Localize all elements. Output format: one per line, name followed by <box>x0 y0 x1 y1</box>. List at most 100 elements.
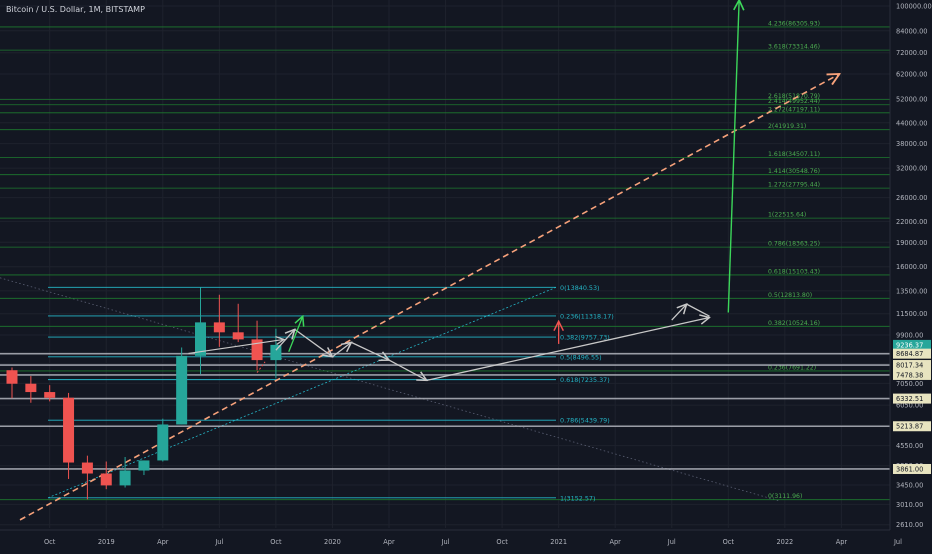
candle-body-6 <box>119 470 131 486</box>
projection-white-seg-5 <box>426 317 710 381</box>
x-tick-label-2: Apr <box>157 538 169 546</box>
candle-body-10 <box>195 322 206 356</box>
candle-body-12 <box>232 332 244 340</box>
y-tick-label-12: 16000.00 <box>896 263 927 271</box>
y-tick-label-23: 3010.00 <box>896 501 923 509</box>
x-tick-label-4: Oct <box>270 538 282 546</box>
price-tag-1: 8684.87 <box>896 350 923 358</box>
projection-white-seg-3 <box>351 341 389 360</box>
candle-body-4 <box>81 462 93 474</box>
y-tick-label-18: 6050.00 <box>896 402 923 410</box>
projection-white-seg-4 <box>388 359 427 380</box>
price-tag-bg-2 <box>893 360 931 371</box>
candle-body-5 <box>100 473 112 486</box>
fib-green-label-6: 1.618(34507.11) <box>768 151 820 158</box>
y-tick-label-15: 9900.00 <box>896 332 923 340</box>
candle-body-1 <box>25 383 37 393</box>
fib-green-label-1: 3.618(73314.46) <box>768 44 820 51</box>
x-tick-label-1: 2019 <box>98 538 115 546</box>
y-tick-label-7: 38000.00 <box>896 140 927 148</box>
candle-body-3 <box>63 397 75 463</box>
fib-green-label-4: 2.272(47197.11) <box>768 106 820 113</box>
fib-green-label-2: 2.618(51870.79) <box>768 93 820 100</box>
price-tag-bg-0 <box>893 339 931 350</box>
candle-body-2 <box>44 392 56 398</box>
price-tag-6: 3861.00 <box>896 465 923 473</box>
price-tag-2: 8017.34 <box>896 362 923 370</box>
candle-body-14 <box>270 344 282 361</box>
y-tick-label-3: 72000.00 <box>896 49 927 57</box>
price-tag-bg-4 <box>893 393 931 404</box>
faint-trend-line <box>0 277 781 502</box>
y-tick-label-11: 19000.00 <box>896 239 927 247</box>
candle-body-7 <box>138 460 150 471</box>
y-tick-label-10: 22000.00 <box>896 218 927 226</box>
projection-white-seg-8 <box>686 303 710 317</box>
candle-body-13 <box>251 339 263 361</box>
price-tag-bg-3 <box>893 369 931 380</box>
fib-green-label-11: 0.618(15103.43) <box>768 268 820 275</box>
y-tick-label-4: 62000.00 <box>896 71 927 79</box>
fib-green-label-7: 1.414(30548.76) <box>768 168 820 175</box>
fib-green-label-13: 0.382(10524.16) <box>768 320 820 327</box>
y-tick-label-8: 32000.00 <box>896 165 927 173</box>
y-tick-label-5: 52000.00 <box>896 96 927 104</box>
projection-green-small <box>288 316 303 353</box>
fib-green-label-9: 1(22515.64) <box>768 212 806 219</box>
y-tick-label-1: 100000.00 <box>896 2 932 10</box>
fib-green-label-3: 2.414(49952.44) <box>768 98 820 105</box>
price-tag-5: 5213.87 <box>896 423 923 431</box>
y-tick-label-22: 3450.00 <box>896 482 923 490</box>
price-tag-bg-6 <box>893 463 931 474</box>
projection-white-seg-1 <box>294 328 333 356</box>
candle-body-9 <box>176 355 188 425</box>
orange-trendline <box>19 74 839 521</box>
fib-green-label-14: 0.236(7691.22) <box>768 364 816 371</box>
fib-cyan-label-5: 0.786(5439.79) <box>560 417 610 425</box>
price-tag-3: 7478.38 <box>896 371 923 379</box>
x-tick-label-14: Apr <box>836 538 848 546</box>
price-tag-0: 9236.37 <box>896 341 923 349</box>
x-tick-label-9: 2021 <box>550 538 567 546</box>
y-tick-label-9: 26000.00 <box>896 194 927 202</box>
fib-cyan-label-0: 0(13840.53) <box>560 284 600 292</box>
price-tag-4: 6332.51 <box>896 395 923 403</box>
x-tick-label-7: Jul <box>441 538 450 546</box>
fib-cyan-label-6: 1(3152.57) <box>560 494 595 502</box>
fib-green-label-12: 0.5(12813.80) <box>768 292 812 299</box>
projection-white-seg-7 <box>671 304 687 321</box>
x-tick-label-10: Apr <box>609 538 621 546</box>
projection-white-seg-0 <box>275 329 295 351</box>
x-axis-panel <box>0 530 932 550</box>
x-tick-label-6: Apr <box>383 538 395 546</box>
y-tick-label-2: 84000.00 <box>896 27 927 35</box>
fib-cyan-label-1: 0.236(11318.17) <box>560 312 614 320</box>
fib-cyan-label-3: 0.5(8496.55) <box>560 353 602 361</box>
candle-body-0 <box>6 370 18 384</box>
y-tick-label-14: 11500.00 <box>896 310 927 318</box>
x-tick-label-0: Oct <box>44 538 56 546</box>
candle-body-8 <box>157 424 169 461</box>
x-tick-label-5: 2020 <box>324 538 341 546</box>
fib-green-label-15: 0(3111.96) <box>768 493 802 500</box>
y-tick-label-6: 44000.00 <box>896 119 927 127</box>
projection-white-seg-2 <box>332 342 351 358</box>
candle-body-11 <box>213 322 225 333</box>
fib-green-label-5: 2(41919.31) <box>768 123 806 130</box>
y-axis-panel <box>890 0 932 550</box>
x-tick-label-11: Jul <box>667 538 676 546</box>
y-tick-label-13: 13500.00 <box>896 287 927 295</box>
fib-green-label-8: 1.272(27795.44) <box>768 182 820 189</box>
y-tick-label-17: 7050.00 <box>896 380 923 388</box>
chart-title: Bitcoin / U.S. Dollar, 1M, BITSTAMP <box>6 5 145 14</box>
fib-cyan-label-2: 0.382(9757.73) <box>560 334 610 342</box>
x-tick-label-12: Oct <box>723 538 735 546</box>
y-tick-label-24: 2610.00 <box>896 521 923 529</box>
x-tick-label-13: 2022 <box>776 538 793 546</box>
x-tick-label-8: Oct <box>496 538 508 546</box>
x-tick-label-3: Jul <box>214 538 223 546</box>
price-tag-bg-1 <box>893 348 931 359</box>
fib-green-label-0: 4.236(86305.93) <box>768 20 820 27</box>
